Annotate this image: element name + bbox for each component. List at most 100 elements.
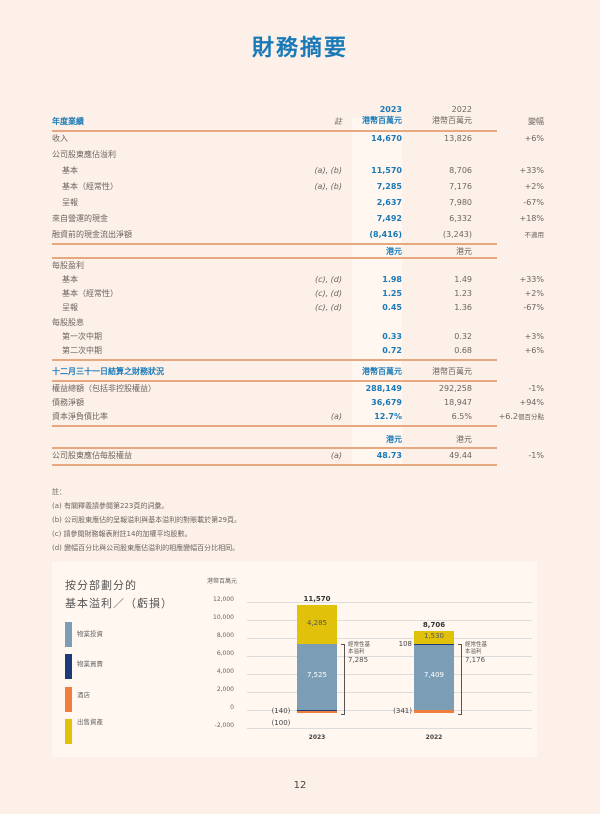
change-value: -67% [523,198,544,207]
unit-row: 港元 港元 [52,242,497,258]
bracket-2023 [341,643,345,715]
x-tick: 2023 [308,734,326,741]
unit-2023: 港幣百萬元 [362,367,402,376]
row-note: (a), (b) [314,182,342,191]
change-value: +2% [524,289,544,298]
value-2023: 7,285 [376,182,402,191]
annotation-value: 7,285 [348,656,369,664]
bar-label: (100) [271,719,291,727]
row-note: (a), (b) [314,166,342,175]
row-label: 基本 [62,166,78,175]
annotation-text: 經常性基本溢利 [348,642,371,655]
change-value: +94% [519,398,544,407]
divider [52,243,497,245]
change-suffix: 個百分點 [518,413,544,421]
table-row: 公司股東應佔溢利 [52,147,497,163]
value-2022: 6.5% [451,412,472,421]
chart-title: 按分部劃分的 基本溢利／（虧損） [65,579,173,610]
row-label: 呈報 [62,198,78,207]
bar-segment-sales-2023 [297,605,337,644]
change-column-header: 變幅 [528,117,544,126]
value-2023: 1.25 [382,289,402,298]
value-2023: 11,570 [371,166,402,175]
gridline [247,674,532,675]
row-label: 資本淨負債比率 [52,412,108,421]
bar-label: 108 [398,640,412,648]
table-row: 基本 (c), (d) 1.98 1.49 +33% [52,272,544,288]
value-2023: 1.98 [382,275,402,284]
value-2023: 48.73 [376,451,402,460]
table-row: 第一次中期 0.33 0.32 +3% [52,329,544,345]
section-title-results: 年度業績 [52,117,84,126]
value-2022: 18,947 [444,398,472,407]
value-2022: 0.32 [454,332,472,341]
table-row: 債務淨額 36,679 18,947 +94% [52,395,544,411]
row-note: (c), (d) [314,275,342,284]
divider [52,464,497,466]
legend-swatch-investment [65,622,72,647]
table-row: 來自營運的現金 7,492 6,332 +18% [52,211,544,227]
value-2022: 292,258 [438,384,472,393]
year-2022-header: 2022 [451,105,472,114]
value-2022: (3,243) [442,230,472,239]
row-label: 每股股息 [52,318,84,327]
value-2023: (8,416) [369,230,402,239]
bar-segment-hotel-2023 [297,711,337,713]
legend-label: 酒店 [77,691,90,699]
value-2023: 7,492 [376,214,402,223]
bar-label: 7,409 [423,671,445,679]
value-2022: 1.23 [454,289,472,298]
value-2023: 36,679 [371,398,402,407]
gridline [247,638,532,639]
value-2023: 14,670 [371,134,402,143]
footnote: (c) 請參閱財務報表附註14的加權平均股數。 [52,530,192,538]
bar-label: (140) [271,707,291,715]
y-tick: 8,000 [216,632,234,639]
table-row: 融資前的現金流出淨額 (8,416) (3,243) 不適用 [52,227,544,243]
gridline [247,728,532,729]
value-2022: 6,332 [449,214,472,223]
page-title: 財務摘要 [251,36,348,61]
bar-label: 1,530 [423,632,445,640]
row-label: 呈報 [62,303,78,312]
legend-swatch-trading [65,654,72,679]
row-label: 債務淨額 [52,398,84,407]
value-2023: 12.7% [374,412,402,421]
gridline [247,710,532,711]
annotation-value: 7,176 [465,656,486,664]
y-tick: 6,000 [216,650,234,657]
bar-total-2023: 11,570 [303,595,331,603]
legend-swatch-sales [65,719,72,744]
value-2022: 49.44 [449,451,472,460]
y-tick: 0 [230,704,234,711]
unit-2022: 港元 [456,435,472,444]
value-2022: 0.68 [454,346,472,355]
change-value: 不適用 [524,231,545,239]
bar-label: 4,285 [306,619,328,627]
change-value: +33% [519,166,544,175]
change-value: -1% [528,384,544,393]
bracket-2022 [458,644,462,715]
row-label: 融資前的現金流出淨額 [52,230,132,239]
year-2023-header: 2023 [379,105,402,114]
value-2022: 8,706 [449,166,472,175]
row-note: (c), (d) [314,289,342,298]
table-row: 每股股息 [52,315,497,331]
legend-label: 物業投資 [77,630,103,638]
bar-segment-trading-2023 [297,710,337,712]
legend-label: 物業買賣 [77,660,103,668]
table-row: 每股盈利 [52,258,497,274]
value-2023: 0.33 [382,332,402,341]
table-row: 基本（經常性） (a), (b) 7,285 7,176 +2% [52,179,544,195]
unit-2022: 港元 [456,247,472,256]
unit-2023: 港元 [386,247,402,256]
divider [52,425,497,427]
bar-segment-trading-2022 [414,644,454,646]
gridline [247,692,532,693]
bar-label: (341) [393,707,412,715]
row-label: 第二次中期 [62,346,102,355]
table-row: 權益總額（包括非控股權益） 288,149 292,258 -1% [52,381,544,397]
row-label: 基本 [62,275,78,284]
row-label: 來自營運的現金 [52,214,108,223]
bar-label: 7,525 [306,671,328,679]
